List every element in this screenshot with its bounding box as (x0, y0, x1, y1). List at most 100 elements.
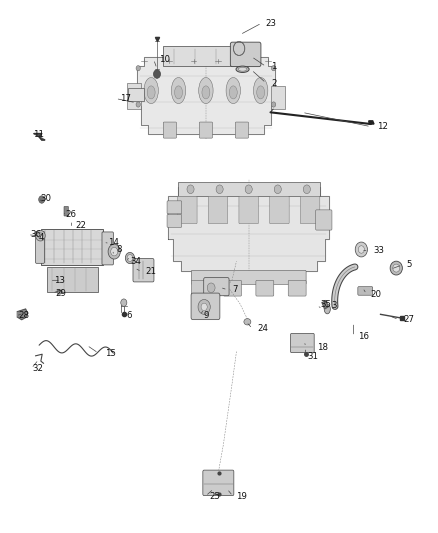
Text: 5: 5 (407, 261, 412, 269)
Text: 35: 35 (321, 300, 332, 309)
Circle shape (272, 102, 276, 107)
Text: 12: 12 (377, 122, 388, 131)
FancyBboxPatch shape (256, 280, 274, 296)
FancyBboxPatch shape (167, 201, 182, 214)
Circle shape (303, 185, 311, 193)
Text: 8: 8 (117, 245, 122, 254)
Text: 26: 26 (65, 211, 76, 220)
Text: 29: 29 (55, 288, 66, 297)
Text: 9: 9 (204, 311, 209, 320)
Circle shape (39, 196, 45, 203)
FancyBboxPatch shape (316, 210, 332, 230)
Ellipse shape (121, 299, 127, 306)
Text: 20: 20 (371, 289, 381, 298)
Text: 18: 18 (317, 343, 328, 352)
FancyBboxPatch shape (271, 86, 285, 109)
Text: 15: 15 (105, 349, 116, 358)
Text: 6: 6 (126, 311, 131, 320)
Ellipse shape (35, 230, 45, 241)
FancyBboxPatch shape (167, 214, 182, 228)
Text: 17: 17 (120, 94, 131, 103)
Ellipse shape (324, 304, 330, 314)
Circle shape (201, 303, 207, 311)
Ellipse shape (244, 319, 251, 325)
FancyBboxPatch shape (270, 196, 289, 224)
Text: 7: 7 (232, 285, 237, 294)
Ellipse shape (390, 261, 403, 275)
Text: 23: 23 (266, 19, 277, 28)
FancyBboxPatch shape (230, 42, 261, 67)
Ellipse shape (236, 66, 249, 72)
Ellipse shape (199, 77, 213, 103)
Circle shape (111, 247, 118, 256)
FancyBboxPatch shape (239, 196, 258, 224)
FancyBboxPatch shape (191, 270, 306, 284)
Circle shape (216, 185, 223, 193)
Text: 27: 27 (403, 315, 414, 324)
Polygon shape (369, 121, 374, 124)
FancyBboxPatch shape (358, 287, 373, 295)
FancyBboxPatch shape (288, 280, 306, 296)
FancyBboxPatch shape (64, 206, 68, 216)
Ellipse shape (254, 77, 268, 103)
Circle shape (136, 66, 140, 71)
Text: 2: 2 (272, 78, 277, 87)
Text: 33: 33 (373, 246, 384, 255)
Text: 1: 1 (271, 62, 276, 71)
Circle shape (207, 283, 215, 293)
Ellipse shape (147, 86, 155, 99)
FancyBboxPatch shape (163, 122, 177, 138)
Circle shape (274, 185, 281, 193)
FancyBboxPatch shape (235, 122, 248, 138)
Text: 32: 32 (32, 364, 43, 373)
Ellipse shape (127, 255, 133, 262)
Polygon shape (17, 309, 28, 320)
FancyBboxPatch shape (204, 278, 229, 296)
Text: 30: 30 (41, 194, 52, 203)
Ellipse shape (57, 290, 62, 294)
FancyBboxPatch shape (178, 182, 320, 196)
Circle shape (355, 242, 367, 257)
Ellipse shape (230, 86, 237, 99)
Circle shape (187, 185, 194, 193)
FancyBboxPatch shape (133, 259, 154, 282)
Circle shape (272, 66, 276, 71)
FancyBboxPatch shape (41, 229, 103, 265)
FancyBboxPatch shape (162, 46, 249, 66)
Ellipse shape (144, 77, 159, 103)
Polygon shape (34, 134, 45, 140)
FancyBboxPatch shape (300, 196, 320, 224)
Text: 31: 31 (307, 352, 318, 361)
Circle shape (153, 70, 160, 78)
FancyBboxPatch shape (223, 280, 241, 296)
Circle shape (198, 300, 210, 314)
Text: 3: 3 (332, 301, 337, 310)
FancyBboxPatch shape (35, 231, 44, 263)
Ellipse shape (226, 77, 240, 103)
FancyBboxPatch shape (128, 88, 144, 101)
Ellipse shape (171, 77, 186, 103)
Ellipse shape (175, 86, 183, 99)
FancyBboxPatch shape (290, 334, 314, 353)
Text: 34: 34 (130, 257, 141, 265)
Text: 14: 14 (108, 238, 119, 247)
FancyBboxPatch shape (208, 196, 228, 224)
Text: 13: 13 (54, 276, 65, 285)
FancyBboxPatch shape (127, 83, 141, 109)
Ellipse shape (393, 264, 400, 272)
FancyBboxPatch shape (102, 232, 113, 265)
Text: 22: 22 (76, 221, 87, 230)
FancyBboxPatch shape (199, 122, 212, 138)
Ellipse shape (238, 67, 247, 71)
Text: 36: 36 (30, 230, 41, 239)
Text: 28: 28 (18, 311, 29, 320)
Ellipse shape (257, 86, 265, 99)
Ellipse shape (125, 253, 134, 264)
FancyBboxPatch shape (191, 280, 209, 296)
FancyBboxPatch shape (191, 293, 220, 320)
Text: 21: 21 (146, 268, 157, 276)
Text: 16: 16 (358, 332, 369, 341)
Polygon shape (168, 187, 329, 271)
Text: 4: 4 (39, 233, 44, 243)
Circle shape (136, 102, 140, 107)
